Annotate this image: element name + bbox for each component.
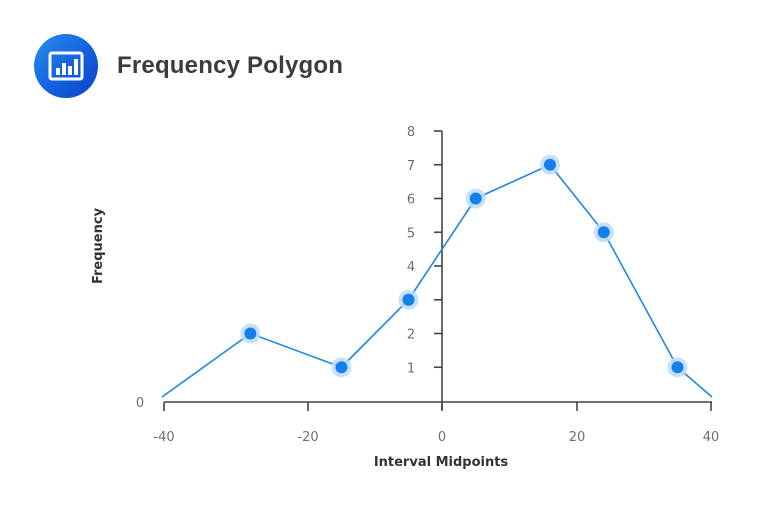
bar-chart-icon xyxy=(34,34,98,98)
x-axis: -40 -20 0 20 40 xyxy=(153,401,720,445)
chart-title: Frequency Polygon xyxy=(117,52,344,79)
data-point[interactable] xyxy=(335,361,348,374)
y-origin-label: 0 xyxy=(136,396,144,411)
data-point[interactable] xyxy=(469,192,482,205)
y-tick-label: 5 xyxy=(407,226,415,241)
y-tick-label: 6 xyxy=(407,193,415,208)
x-tick-label: -20 xyxy=(297,430,318,445)
x-tick-label: 0 xyxy=(438,430,446,445)
data-point[interactable] xyxy=(597,226,610,239)
y-tick-label: 7 xyxy=(407,159,415,174)
polygon-line xyxy=(161,163,713,398)
data-point[interactable] xyxy=(671,361,684,374)
bar-chart-glyph-icon xyxy=(48,51,84,81)
x-tick-label: 20 xyxy=(569,430,586,445)
y-tick-label: 2 xyxy=(407,328,415,343)
y-tick-label: 8 xyxy=(407,125,415,140)
x-axis-title: Interval Midpoints xyxy=(374,455,509,470)
x-tick-label: -40 xyxy=(153,430,174,445)
x-tick-label: 40 xyxy=(703,430,720,445)
data-point[interactable] xyxy=(402,293,415,306)
y-axis: 12345678 xyxy=(407,125,443,410)
frequency-series xyxy=(161,154,713,398)
y-tick-label: 1 xyxy=(407,361,415,376)
data-point[interactable] xyxy=(544,158,556,171)
y-tick-label: 4 xyxy=(407,260,415,275)
data-point[interactable] xyxy=(244,327,257,340)
chart-header: Frequency Polygon xyxy=(34,34,343,98)
y-axis-title: Frequency xyxy=(91,207,106,284)
